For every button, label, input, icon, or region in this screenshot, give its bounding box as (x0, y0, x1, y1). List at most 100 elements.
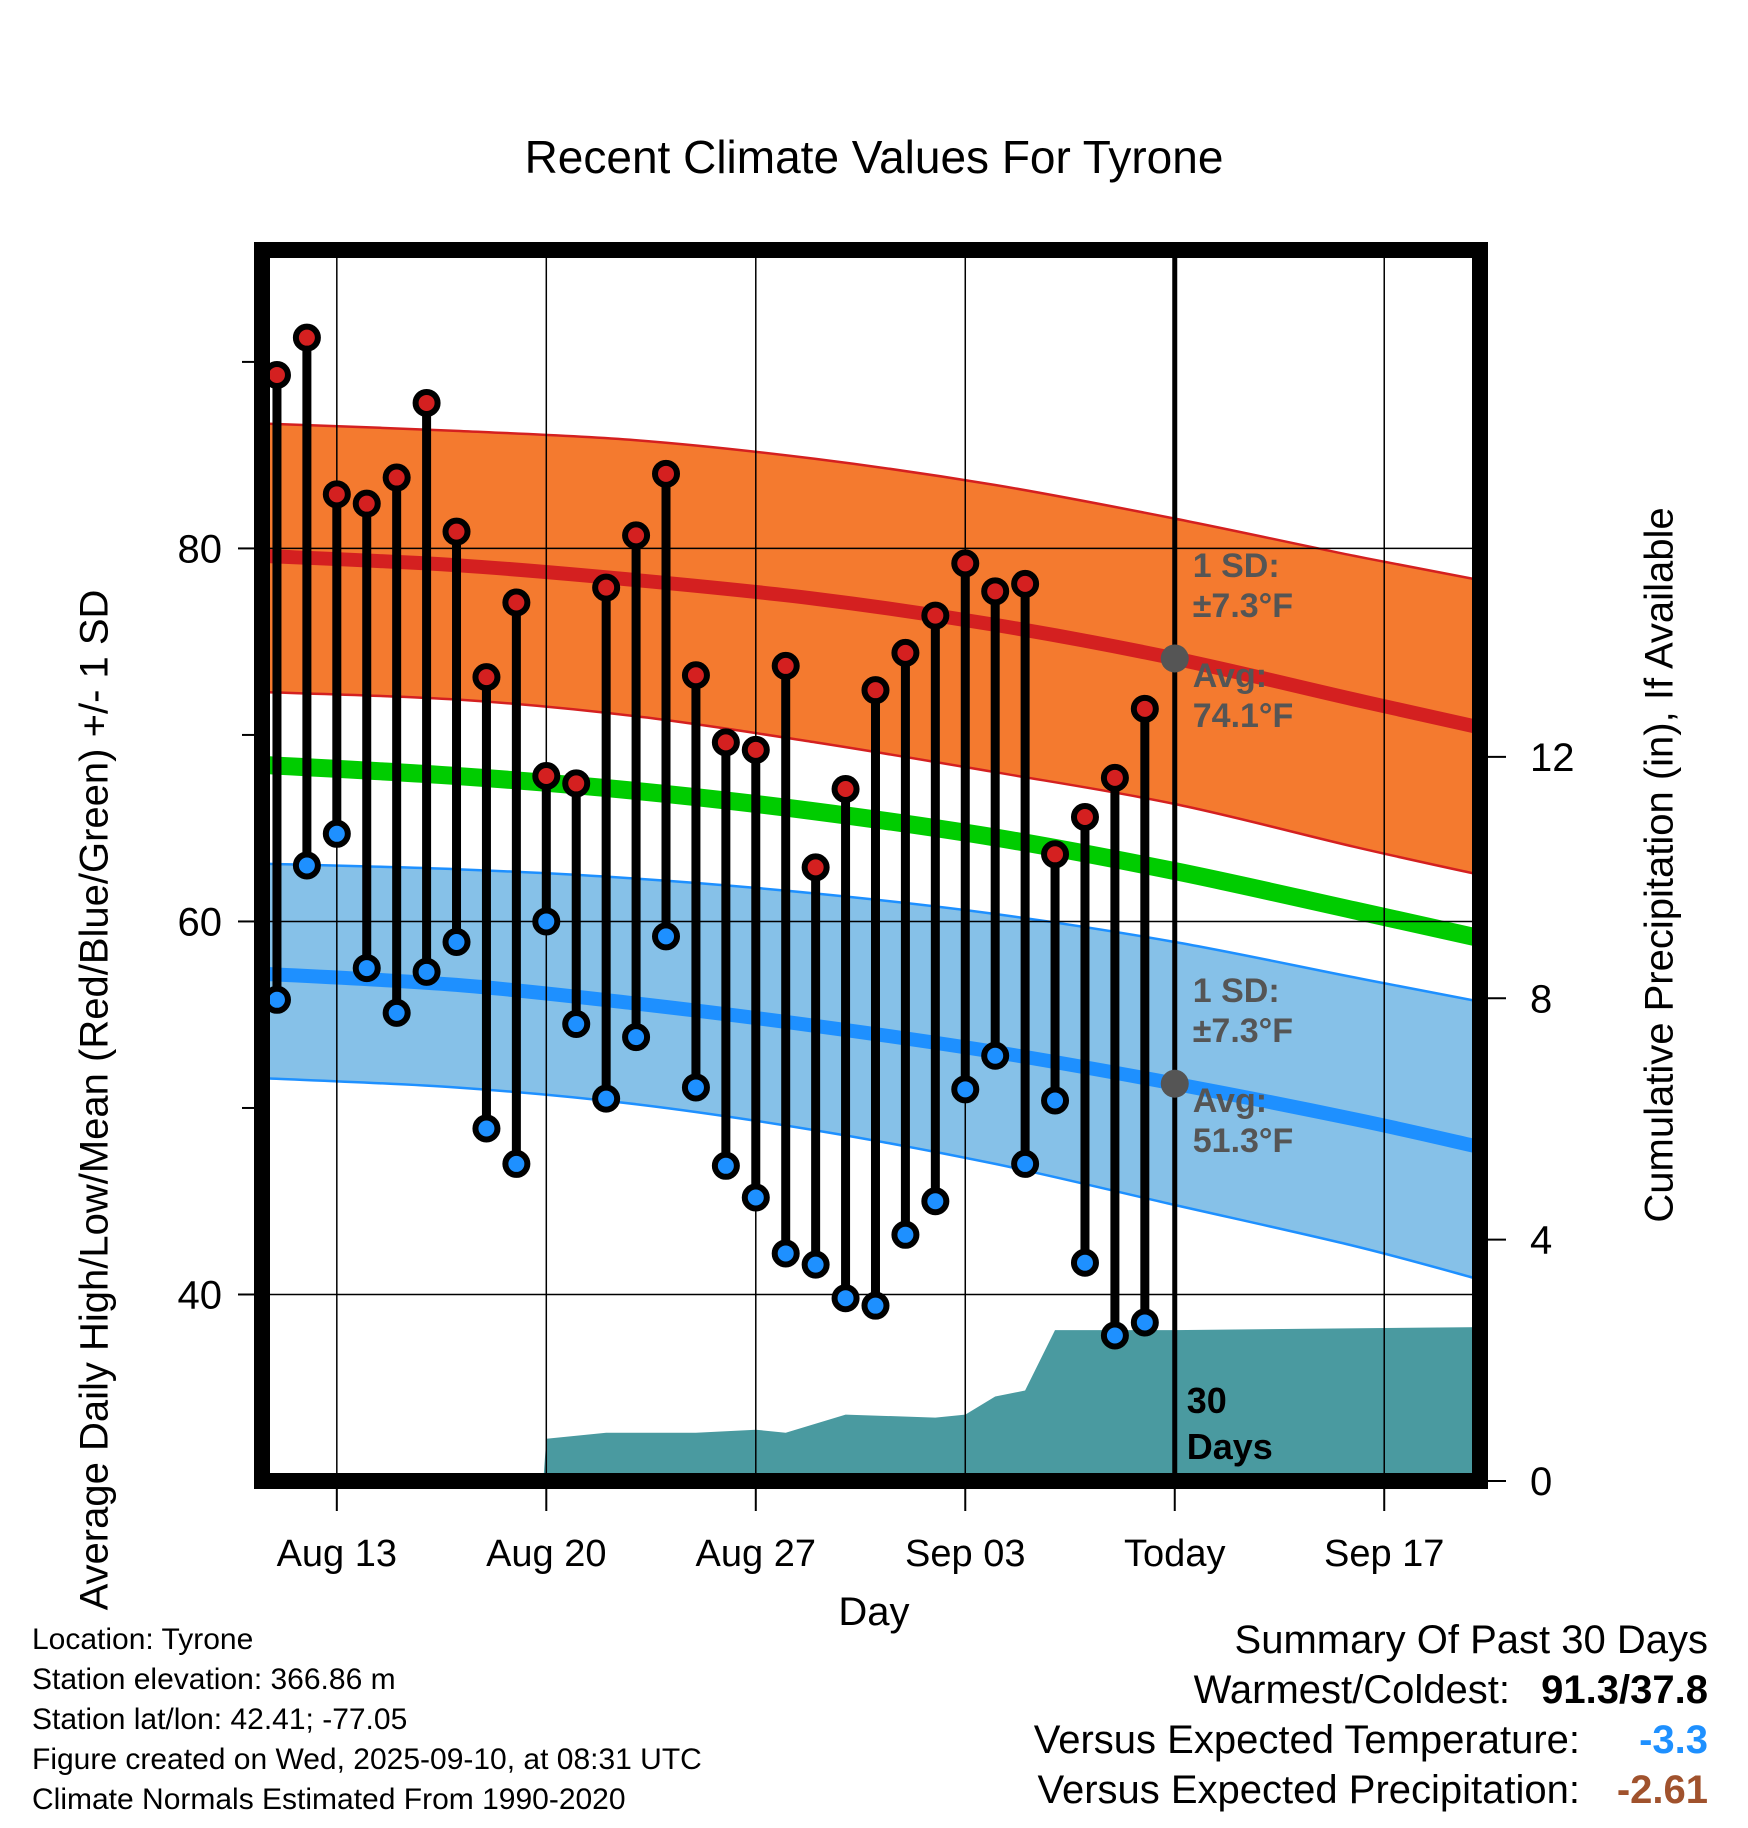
summary-panel: Summary Of Past 30 Days Warmest/Coldest:… (1034, 1615, 1708, 1815)
daily-high-point (412, 388, 441, 417)
low-sd-label: 1 SD: (1193, 972, 1280, 1010)
precip-label: Versus Expected Precipitation: (1037, 1768, 1580, 1812)
daily-high-point (622, 521, 651, 550)
daily-high-point (1070, 803, 1099, 832)
daily-low-point (1130, 1308, 1159, 1337)
daily-low-point (412, 957, 441, 986)
normal-high-line (262, 548, 1480, 735)
high-avg-label: 74.1°F (1193, 697, 1294, 735)
high-avg-marker (1160, 644, 1189, 673)
daily-high-point (981, 577, 1010, 606)
daily-high-point (322, 480, 351, 509)
daily-low-point (921, 1187, 950, 1216)
daily-low-point (1070, 1248, 1099, 1277)
low-avg-marker (1160, 1069, 1189, 1098)
daily-high-point (502, 588, 531, 617)
station-metadata: Location: Tyrone Station elevation: 366.… (32, 1620, 702, 1820)
daily-low-point (1100, 1321, 1129, 1350)
daily-high-point (681, 661, 710, 690)
normals-text: Climate Normals Estimated From 1990-2020 (32, 1783, 626, 1816)
daily-high-point (292, 323, 321, 352)
daily-high-point (1130, 694, 1159, 723)
precipitation-area (543, 1327, 1480, 1481)
plot-frame (254, 242, 1488, 1489)
daily-stems (272, 333, 1150, 1341)
daily-low-point (981, 1041, 1010, 1070)
daily-high-point (801, 853, 830, 882)
y2-tick-label: 0 (1530, 1460, 1552, 1504)
daily-low-point (741, 1183, 770, 1212)
y2-tick-label: 12 (1530, 736, 1575, 780)
latlon-text: Station lat/lon: 42.41; -77.05 (32, 1703, 408, 1736)
daily-high-point (442, 517, 471, 546)
daily-low-point (891, 1220, 920, 1249)
x-tick-label: Sep 03 (905, 1533, 1025, 1575)
summary-precip-row: Versus Expected Precipitation: -2.61 (1034, 1765, 1708, 1815)
axes: Aug 13 Aug 20 Aug 27 Sep 03 Today Sep 1740608… (178, 360, 1575, 1575)
daily-high-point (472, 663, 501, 692)
x-tick-label: Aug 27 (696, 1533, 816, 1575)
daily-high-point (382, 463, 411, 492)
normal-mean-line (262, 755, 1480, 947)
temp-label: Versus Expected Temperature: (1033, 1718, 1580, 1762)
daily-high-point (711, 728, 740, 757)
daily-low-point (502, 1149, 531, 1178)
daily-high-point (1100, 763, 1129, 792)
created-text: Figure created on Wed, 2025-09-10, at 08… (32, 1743, 702, 1776)
daily-high-point (352, 489, 381, 518)
daily-points (262, 323, 1159, 1350)
x-tick-label: Today (1124, 1533, 1225, 1575)
plot-border (254, 242, 1488, 1489)
y-tick-label: 60 (178, 900, 223, 944)
daily-high-point (921, 601, 950, 630)
daily-low-point (442, 927, 471, 956)
warmest-label: Warmest/Coldest: (1193, 1668, 1510, 1712)
daily-high-point (652, 459, 681, 488)
daily-low-point (592, 1084, 621, 1113)
daily-low-point (352, 954, 381, 983)
daily-low-point (831, 1284, 860, 1313)
daily-low-point (771, 1239, 800, 1268)
chart-title: Recent Climate Values For Tyrone (524, 131, 1224, 183)
daily-low-point (562, 1010, 591, 1039)
x-tick-label: Sep 17 (1324, 1533, 1444, 1575)
warmest-value: 91.3/37.8 (1541, 1668, 1708, 1712)
daily-high-point (1041, 840, 1070, 869)
daily-high-point (891, 638, 920, 667)
daily-low-point (1011, 1149, 1040, 1178)
low-avg-label: 51.3°F (1193, 1122, 1294, 1160)
daily-low-point (292, 851, 321, 880)
elevation-text: Station elevation: 366.86 m (32, 1663, 396, 1696)
daily-low-point (1041, 1086, 1070, 1115)
location-text: Location: Tyrone (32, 1623, 254, 1656)
temp-value: -3.3 (1639, 1718, 1708, 1762)
x-tick-label: Aug 13 (277, 1533, 397, 1575)
y-axis-label-right: Cumulative Precipitation (in), If Availa… (1637, 507, 1682, 1223)
low-sd-label: ±7.3°F (1193, 1012, 1293, 1050)
daily-low-point (951, 1075, 980, 1104)
summary-heading: Summary Of Past 30 Days (1234, 1618, 1708, 1662)
high-sd-label: ±7.3°F (1193, 587, 1293, 625)
daily-low-point (532, 907, 561, 936)
daily-high-point (592, 573, 621, 602)
summary-warmest-row: Warmest/Coldest: 91.3/37.8 (1034, 1665, 1708, 1715)
daily-high-point (1011, 569, 1040, 598)
summary-temp-row: Versus Expected Temperature: -3.3 (1034, 1715, 1708, 1765)
cumulative-precip-area (543, 1327, 1480, 1481)
daily-low-point (861, 1291, 890, 1320)
normal-low-line (262, 966, 1480, 1154)
low-avg-label: Avg: (1193, 1082, 1267, 1120)
daily-low-point (681, 1073, 710, 1102)
daily-low-point (622, 1023, 651, 1052)
x-tick-label: Aug 20 (486, 1533, 606, 1575)
daily-high-point (831, 775, 860, 804)
daily-high-point (562, 769, 591, 798)
daily-low-point (652, 922, 681, 951)
high-sd-label: 1 SD: (1193, 547, 1280, 585)
daily-high-point (951, 549, 980, 578)
today-days-label: 30 (1187, 1380, 1227, 1421)
daily-low-point (472, 1114, 501, 1143)
daily-low-point (801, 1250, 830, 1279)
